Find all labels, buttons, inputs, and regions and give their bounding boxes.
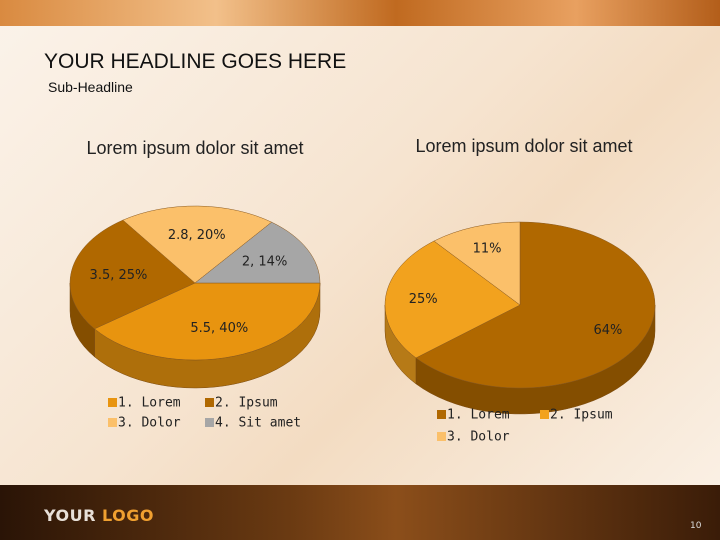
chart-title: Lorem ipsum dolor sit amet (415, 136, 633, 156)
data-label: 2.8, 20% (168, 228, 226, 243)
data-label: 3.5, 25% (90, 268, 148, 283)
legend-swatch (205, 418, 214, 427)
data-label: 11% (473, 241, 502, 256)
slice (94, 282, 321, 361)
chart-title: Lorem ipsum dolor sit amet (86, 138, 304, 158)
data-label: 5.5, 40% (190, 321, 248, 336)
legend-swatch (108, 418, 117, 427)
legend-label: 3. Dolor (447, 430, 510, 445)
top-band (0, 0, 720, 26)
legend-swatch (437, 432, 446, 441)
slice (384, 240, 521, 359)
slice (415, 221, 656, 389)
slice (433, 221, 521, 306)
logo: YOUR LOGO (44, 506, 154, 525)
data-label: 2, 14% (242, 255, 287, 270)
sub-headline: Sub-Headline (48, 79, 133, 95)
slice (69, 219, 196, 330)
data-label: 64% (593, 323, 622, 338)
legend-label: 2. Ipsum (215, 396, 278, 411)
logo-word: YOUR (44, 506, 96, 525)
slice (122, 205, 273, 284)
data-label: 25% (409, 292, 438, 307)
logo-word: LOGO (102, 506, 154, 525)
legend-swatch (540, 410, 549, 419)
legend-swatch (205, 398, 214, 407)
legend-label: 1. Lorem (118, 396, 181, 411)
page-number: 10 (690, 521, 702, 531)
legend-swatch (108, 398, 117, 407)
slice (194, 221, 321, 284)
legend-swatch (437, 410, 446, 419)
legend-label: 4. Sit amet (215, 416, 301, 431)
legend-label: 2. Ipsum (550, 408, 613, 423)
legend-label: 1. Lorem (447, 408, 510, 423)
legend-label: 3. Dolor (118, 416, 181, 431)
bottom-band (0, 485, 720, 540)
headline: YOUR HEADLINE GOES HERE (44, 50, 347, 73)
